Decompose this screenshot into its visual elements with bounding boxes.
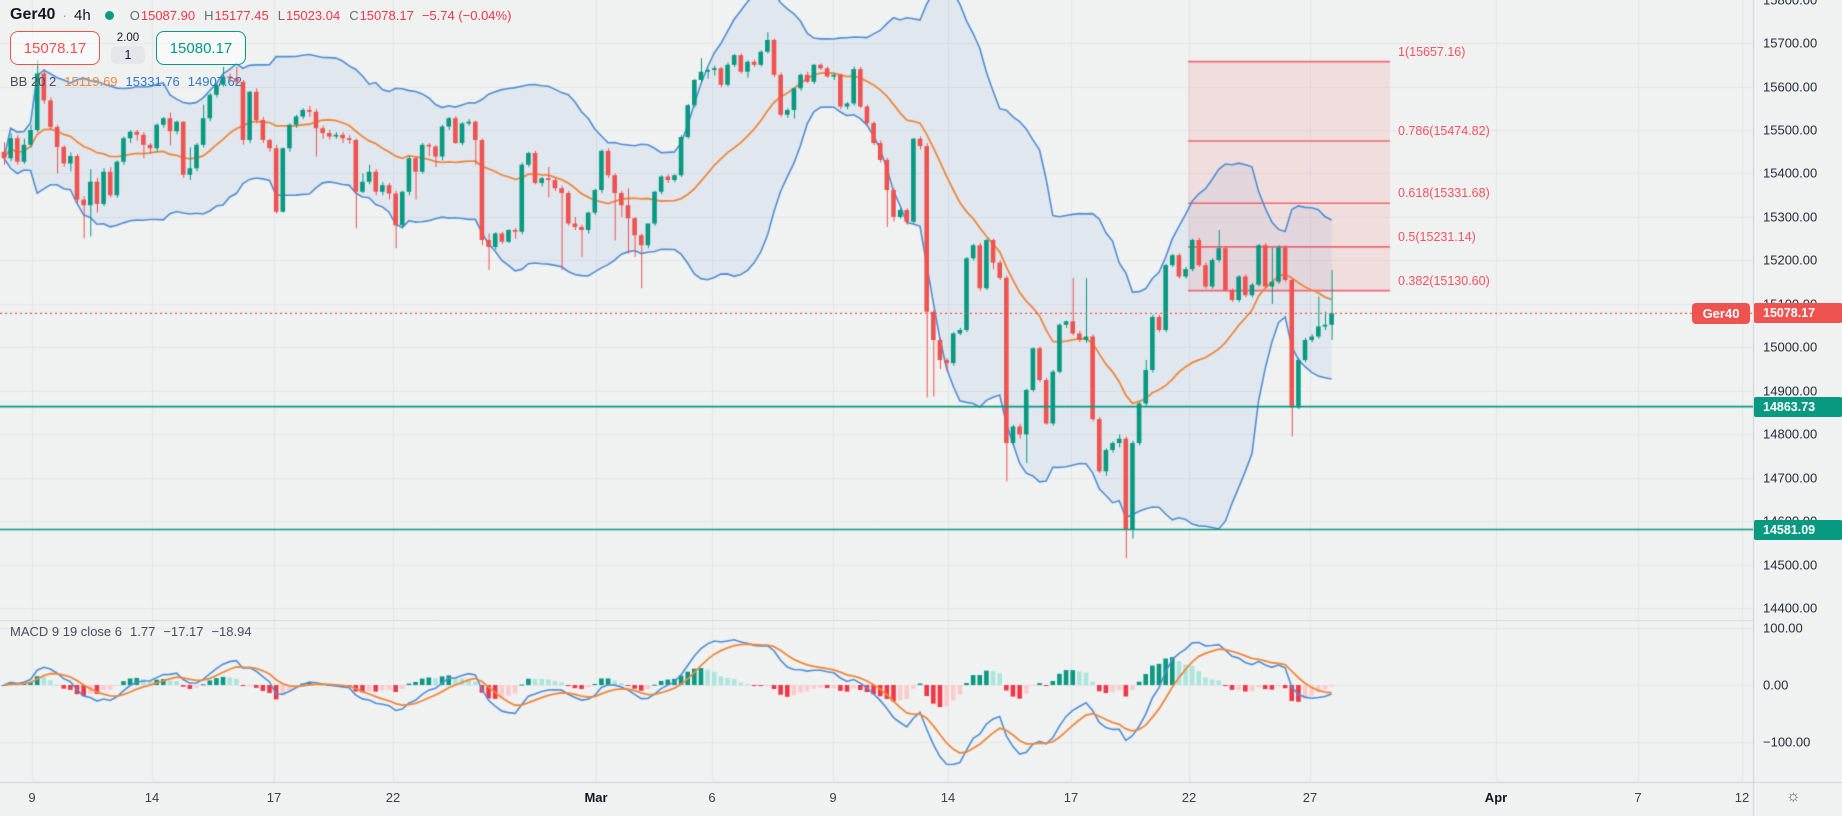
price-axis-label: 14700.00: [1763, 470, 1818, 486]
trade-widget: 15078.17 2.00 1 15080.17: [10, 31, 511, 65]
sell-button[interactable]: 15078.17: [10, 31, 100, 65]
spread-value: 2.00: [116, 32, 140, 44]
market-status-dot-icon: [104, 10, 114, 20]
price-axis-label: 15600.00: [1763, 79, 1818, 95]
symbol-row[interactable]: Ger40 · 4h O15087.90 H15177.45 L15023.04…: [10, 6, 511, 24]
macd-axis-label: 100.00: [1763, 620, 1803, 636]
quantity-field[interactable]: 1: [111, 46, 145, 64]
chart-legend: Ger40 · 4h O15087.90 H15177.45 L15023.04…: [10, 6, 511, 89]
ohlc-values: O15087.90 H15177.45 L15023.04 C15078.17: [129, 7, 414, 23]
time-axis-tick: 22: [385, 790, 401, 805]
fib-level-label: 0.382(15130.60): [1398, 273, 1490, 288]
time-axis-tick: 17: [266, 790, 282, 805]
separator: ·: [62, 7, 68, 23]
fib-level-label: 0.786(15474.82): [1398, 123, 1490, 138]
high-value: 15177.45: [214, 7, 269, 23]
macd-line-value: −17.17: [163, 624, 204, 639]
bb-lower-value: 14907.62: [187, 74, 242, 89]
price-axis-label: 14900.00: [1763, 383, 1818, 399]
symbol-price-flag: Ger40: [1692, 302, 1750, 324]
time-axis-tick: 14: [144, 790, 160, 805]
time-axis-tick: Apr: [1484, 790, 1508, 805]
fib-level-label: 1(15657.16): [1398, 44, 1466, 59]
price-axis-label: 15300.00: [1763, 209, 1818, 225]
macd-signal-value: −18.94: [211, 624, 252, 639]
fib-level-label: 0.5(15231.14): [1398, 229, 1476, 244]
time-axis-tick: 27: [1302, 790, 1318, 805]
change-value: −5.74 (−0.04%): [421, 7, 512, 23]
price-axis-label: 15500.00: [1763, 122, 1818, 138]
hline-price-badge: 14581.09: [1754, 519, 1842, 540]
symbol-name: Ger40: [10, 6, 56, 23]
price-axis-label: 15000.00: [1763, 339, 1818, 355]
macd-hist-value: 1.77: [130, 624, 156, 639]
price-axis-label: 15700.00: [1763, 35, 1818, 51]
time-axis-tick: Mar: [584, 790, 608, 805]
time-axis-tick: 7: [1634, 790, 1642, 805]
hline-price-badge: 14863.73: [1754, 396, 1842, 417]
price-axis-label: 15400.00: [1763, 165, 1818, 181]
time-axis-tick: 22: [1181, 790, 1197, 805]
bb-status-row[interactable]: BB 20 2 15119.69 15331.76 14907.62: [10, 74, 511, 89]
macd-label: MACD 9 19 close 6: [10, 624, 122, 639]
bb-upper-value: 15331.76: [125, 74, 180, 89]
low-value: 15023.04: [285, 7, 341, 23]
macd-status-row[interactable]: MACD 9 19 close 6 1.77 −17.17 −18.94: [10, 624, 252, 639]
axis-settings-icon[interactable]: ☼: [1786, 788, 1801, 805]
time-axis-tick: 12: [1734, 790, 1750, 805]
fib-level-label: 0.618(15331.68): [1398, 186, 1490, 201]
bb-label: BB 20 2: [10, 74, 57, 89]
price-axis-label: 15800.00: [1763, 0, 1817, 7]
price-axis-label: 15200.00: [1763, 252, 1818, 268]
time-axis-tick: 9: [28, 790, 36, 805]
time-axis-tick: 9: [829, 790, 837, 805]
time-axis-tick: 14: [940, 790, 956, 805]
open-value: 15087.90: [140, 7, 196, 23]
price-axis-label: 14800.00: [1763, 426, 1818, 442]
macd-axis-label: 0.00: [1763, 677, 1789, 693]
buy-button[interactable]: 15080.17: [156, 31, 246, 65]
timeframe[interactable]: 4h: [74, 6, 91, 24]
close-value: 15078.17: [359, 7, 414, 23]
time-axis-tick: 17: [1063, 790, 1079, 805]
price-axis-label: 14500.00: [1763, 557, 1818, 573]
current-price-badge: 15078.17: [1754, 303, 1842, 324]
price-axis-label: 14400.00: [1763, 600, 1818, 616]
bb-basis-value: 15119.69: [64, 74, 118, 89]
time-axis-tick: 6: [708, 790, 716, 805]
macd-axis-label: −100.00: [1763, 734, 1811, 750]
